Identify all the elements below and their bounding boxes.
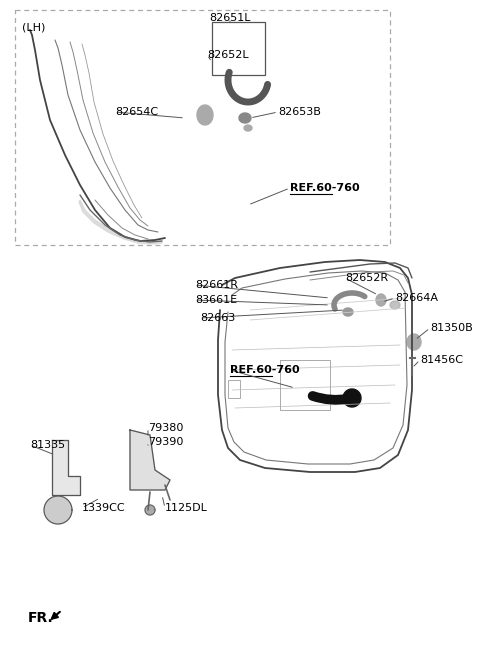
Polygon shape bbox=[343, 308, 353, 316]
Polygon shape bbox=[79, 200, 162, 244]
Polygon shape bbox=[145, 505, 155, 515]
Text: 82653B: 82653B bbox=[278, 107, 321, 117]
Text: 81335: 81335 bbox=[30, 440, 65, 450]
Polygon shape bbox=[376, 294, 386, 306]
Text: 82661R: 82661R bbox=[195, 280, 238, 290]
Text: 1339CC: 1339CC bbox=[82, 503, 126, 513]
Polygon shape bbox=[52, 440, 80, 495]
Bar bbox=[212, 22, 265, 75]
Text: REF.60-760: REF.60-760 bbox=[290, 183, 360, 193]
Polygon shape bbox=[197, 105, 213, 125]
Text: FR.: FR. bbox=[28, 611, 54, 625]
Text: 1125DL: 1125DL bbox=[165, 503, 208, 513]
Text: 82663: 82663 bbox=[200, 313, 235, 323]
Bar bbox=[15, 10, 390, 245]
Polygon shape bbox=[130, 430, 170, 490]
Text: REF.60-760: REF.60-760 bbox=[230, 365, 300, 375]
Text: 81350B: 81350B bbox=[430, 323, 473, 333]
Text: 79390: 79390 bbox=[148, 437, 183, 447]
Text: 82654C: 82654C bbox=[115, 107, 158, 117]
Text: 82651L: 82651L bbox=[209, 13, 251, 23]
Polygon shape bbox=[390, 301, 400, 309]
Text: 81456C: 81456C bbox=[420, 355, 463, 365]
Polygon shape bbox=[244, 125, 252, 131]
Text: (LH): (LH) bbox=[22, 22, 46, 32]
Polygon shape bbox=[44, 496, 72, 524]
Text: 82664A: 82664A bbox=[395, 293, 438, 303]
Bar bbox=[228, 380, 240, 398]
Text: 82652L: 82652L bbox=[207, 50, 249, 60]
Polygon shape bbox=[407, 334, 421, 350]
Text: 83661E: 83661E bbox=[195, 295, 237, 305]
Polygon shape bbox=[343, 389, 361, 407]
Text: 82652R: 82652R bbox=[345, 273, 388, 283]
Text: 79380: 79380 bbox=[148, 423, 183, 433]
Polygon shape bbox=[239, 113, 251, 123]
